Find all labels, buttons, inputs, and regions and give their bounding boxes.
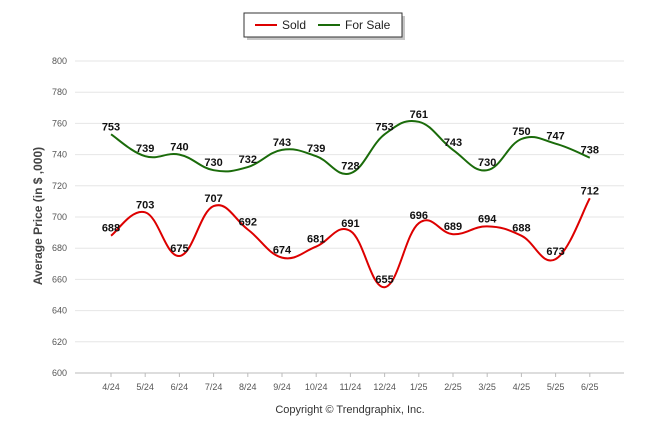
- x-tick-label-4-24: 4/24: [102, 382, 120, 392]
- y-tick-label: 740: [52, 150, 67, 160]
- y-tick-label: 660: [52, 274, 67, 284]
- x-tick-label-8-24: 8/24: [239, 382, 257, 392]
- copyright-credit: Copyright © Trendgraphix, Inc.: [275, 404, 424, 416]
- x-tick-label-2-25: 2/25: [444, 382, 462, 392]
- data-label-for-sale: 728: [341, 160, 359, 172]
- data-labels: 688 703 675 707 692 674 681 691 655 696 689 694 688 6…: [102, 109, 599, 286]
- data-label-sold: 691: [341, 218, 359, 230]
- y-tick-label: 640: [52, 306, 67, 316]
- x-tick-label-11-24: 11/24: [339, 382, 361, 392]
- x-tick-label-5-24: 5/24: [136, 382, 154, 392]
- x-tick-label-4-25: 4/25: [513, 382, 531, 392]
- series-line-for-sale[interactable]: [110, 119, 591, 176]
- x-tick-label-7-24: 7/24: [205, 382, 223, 392]
- data-label-for-sale: 753: [375, 121, 393, 133]
- data-label-for-sale: 730: [204, 157, 222, 169]
- x-tick-label-12-24: 12/24: [373, 382, 396, 392]
- data-label-for-sale: 740: [170, 142, 188, 154]
- data-label-for-sale: 732: [239, 154, 257, 166]
- data-label-for-sale: 730: [478, 157, 496, 169]
- y-axis-label: Average Price (in $ ,000): [31, 147, 45, 285]
- y-tick-label: 800: [52, 56, 67, 66]
- data-label-sold: 655: [375, 274, 393, 286]
- data-label-sold: 688: [512, 223, 530, 235]
- series-lines: [110, 119, 591, 289]
- grid-lines: [75, 60, 624, 374]
- data-label-for-sale: 743: [444, 137, 462, 149]
- legend[interactable]: Sold For Sale: [243, 12, 405, 40]
- data-label-sold: 674: [273, 245, 292, 257]
- legend-item-for-sale[interactable]: For Sale: [345, 18, 391, 32]
- data-label-sold: 681: [307, 234, 325, 246]
- data-label-sold: 692: [239, 216, 257, 228]
- data-label-sold: 707: [204, 193, 222, 205]
- data-label-for-sale: 739: [307, 143, 325, 155]
- data-label-sold: 675: [170, 243, 188, 255]
- data-label-for-sale: 739: [136, 143, 154, 155]
- data-label-sold: 696: [410, 210, 428, 222]
- y-tick-label: 600: [52, 368, 67, 378]
- data-label-sold: 712: [581, 185, 599, 197]
- data-label-sold: 688: [102, 223, 120, 235]
- legend-item-sold[interactable]: Sold: [282, 18, 306, 32]
- data-label-for-sale: 747: [546, 131, 564, 143]
- y-tick-label: 700: [52, 212, 67, 222]
- x-tick-label-3-25: 3/25: [478, 382, 496, 392]
- data-label-for-sale: 753: [102, 121, 120, 133]
- y-tick-label: 760: [52, 118, 67, 128]
- x-axis-ticks: 4/24 5/24 6/24 7/24 8/24 9/24 10/24 11/24 12/24 1…: [102, 373, 599, 392]
- data-label-sold: 689: [444, 221, 462, 233]
- x-tick-label-5-25: 5/25: [547, 382, 565, 392]
- x-tick-label-6-25: 6/25: [581, 382, 599, 392]
- x-tick-label-10-24: 10/24: [305, 382, 328, 392]
- x-tick-label-9-24: 9/24: [273, 382, 291, 392]
- x-tick-label-6-24: 6/24: [171, 382, 189, 392]
- data-label-sold: 673: [546, 246, 564, 258]
- data-label-for-sale: 761: [410, 109, 428, 121]
- data-label-sold: 703: [136, 199, 154, 211]
- series-line-sold[interactable]: [110, 197, 591, 289]
- data-label-for-sale: 743: [273, 137, 291, 149]
- y-tick-label: 720: [52, 181, 67, 191]
- y-tick-label: 620: [52, 337, 67, 347]
- x-tick-label-1-25: 1/25: [410, 382, 428, 392]
- y-tick-label: 680: [52, 243, 67, 253]
- data-label-for-sale: 750: [512, 126, 530, 138]
- y-axis-ticks: 600 620 640 660 680 700 720 740 760 780 800: [52, 56, 67, 378]
- data-label-sold: 694: [478, 213, 497, 225]
- data-label-for-sale: 738: [581, 145, 599, 157]
- y-tick-label: 780: [52, 87, 67, 97]
